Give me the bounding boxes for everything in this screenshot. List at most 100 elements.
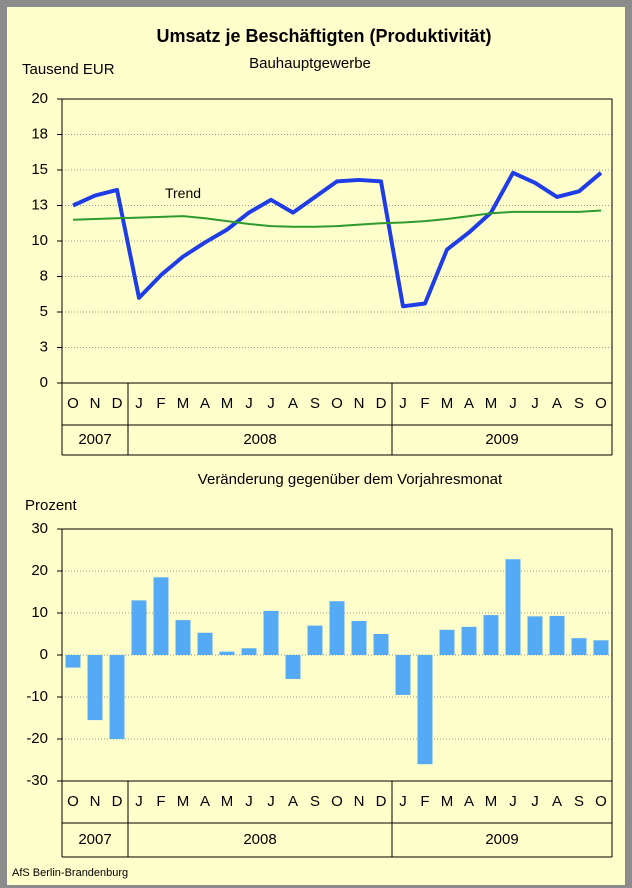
bar [593, 640, 609, 655]
bar [307, 625, 323, 655]
y-tick-label: 30 [31, 520, 48, 537]
y-tick-label: 0 [40, 374, 48, 391]
source: AfS Berlin-Brandenburg [12, 867, 128, 879]
bar [571, 638, 587, 655]
y-tick-label: 0 [40, 646, 48, 663]
x-tick-label: M [221, 793, 234, 810]
series-label: Trend [165, 185, 201, 201]
x-tick-label: M [221, 395, 234, 412]
y-tick-label: 8 [40, 267, 48, 284]
x-tick-label: M [441, 395, 454, 412]
x-tick-label: O [67, 793, 79, 810]
x-tick-label: M [441, 793, 454, 810]
x-tick-label: D [112, 395, 123, 412]
line-series [72, 170, 603, 309]
x-tick-label: J [509, 395, 517, 412]
x-tick-label: J [135, 793, 143, 810]
bar [263, 610, 279, 655]
bar [87, 655, 103, 721]
bar [505, 559, 521, 655]
plot-frame [61, 98, 613, 384]
x-tick-label: J [399, 395, 407, 412]
y-tick-label: 5 [40, 303, 48, 320]
bar [109, 655, 125, 739]
x-tick-label: N [354, 395, 365, 412]
bar [439, 629, 455, 655]
bar [65, 655, 81, 668]
x-tick-label: F [420, 395, 429, 412]
x-tick-label: J [245, 793, 253, 810]
bar [373, 634, 389, 655]
x-tick-label: N [90, 395, 101, 412]
bar [461, 626, 477, 655]
bar [417, 655, 433, 765]
x-tick-label: F [156, 793, 165, 810]
y-tick-label: 13 [31, 196, 48, 213]
x-tick-label: J [135, 395, 143, 412]
y-tick-label: 18 [31, 125, 48, 142]
bar [285, 655, 301, 679]
x-tick-label: J [509, 793, 517, 810]
y-axis-label: Tausend EUR [22, 61, 115, 78]
x-tick-label: A [464, 395, 474, 412]
x-tick-label: O [67, 395, 79, 412]
x-tick-label: O [595, 793, 607, 810]
x-tick-label: A [200, 793, 210, 810]
bar [483, 615, 499, 655]
y-tick-label: 10 [31, 604, 48, 621]
x-tick-label: F [156, 395, 165, 412]
y-tick-label: -20 [26, 730, 48, 747]
year-label: 2009 [485, 831, 518, 848]
x-tick-label: D [112, 793, 123, 810]
x-tick-label: S [574, 395, 584, 412]
x-tick-label: M [485, 395, 498, 412]
x-tick-label: A [464, 793, 474, 810]
plot-frame [61, 528, 613, 782]
x-tick-label: J [531, 395, 539, 412]
x-tick-label: J [267, 793, 275, 810]
x-tick-label: N [354, 793, 365, 810]
x-tick-label: A [288, 793, 298, 810]
x-tick-label: O [595, 395, 607, 412]
year-label: 2007 [78, 831, 111, 848]
year-label: 2007 [78, 431, 111, 448]
bar [131, 600, 147, 655]
x-tick-label: M [177, 395, 190, 412]
x-tick-label: A [200, 395, 210, 412]
bar [219, 651, 235, 655]
x-tick-label: J [245, 395, 253, 412]
year-label: 2008 [243, 831, 276, 848]
x-tick-label: O [331, 395, 343, 412]
bar [351, 620, 367, 655]
x-tick-label: O [331, 793, 343, 810]
line-series [72, 209, 602, 228]
year-label: 2009 [485, 431, 518, 448]
bar [153, 577, 169, 655]
year-label: 2008 [243, 431, 276, 448]
bar [329, 601, 345, 655]
bar [197, 632, 213, 655]
y-axis-label: Prozent [25, 497, 78, 514]
y-tick-label: 20 [31, 90, 48, 107]
x-tick-label: J [531, 793, 539, 810]
x-tick-label: S [574, 793, 584, 810]
y-tick-label: 10 [31, 232, 48, 249]
bar [395, 655, 411, 695]
subtitle: Veränderung gegenüber dem Vorjahresmonat [198, 471, 503, 488]
x-tick-label: J [267, 395, 275, 412]
x-tick-label: S [310, 395, 320, 412]
y-tick-label: 15 [31, 161, 48, 178]
x-tick-label: D [376, 793, 387, 810]
x-tick-label: J [399, 793, 407, 810]
x-tick-label: F [420, 793, 429, 810]
y-tick-label: 20 [31, 562, 48, 579]
x-tick-label: D [376, 395, 387, 412]
y-tick-label: -10 [26, 688, 48, 705]
bar [549, 615, 565, 655]
chart-title: Umsatz je Beschäftigten (Produktivität) [156, 26, 491, 46]
x-tick-label: A [552, 395, 562, 412]
y-tick-label: -30 [26, 772, 48, 789]
x-tick-label: A [552, 793, 562, 810]
